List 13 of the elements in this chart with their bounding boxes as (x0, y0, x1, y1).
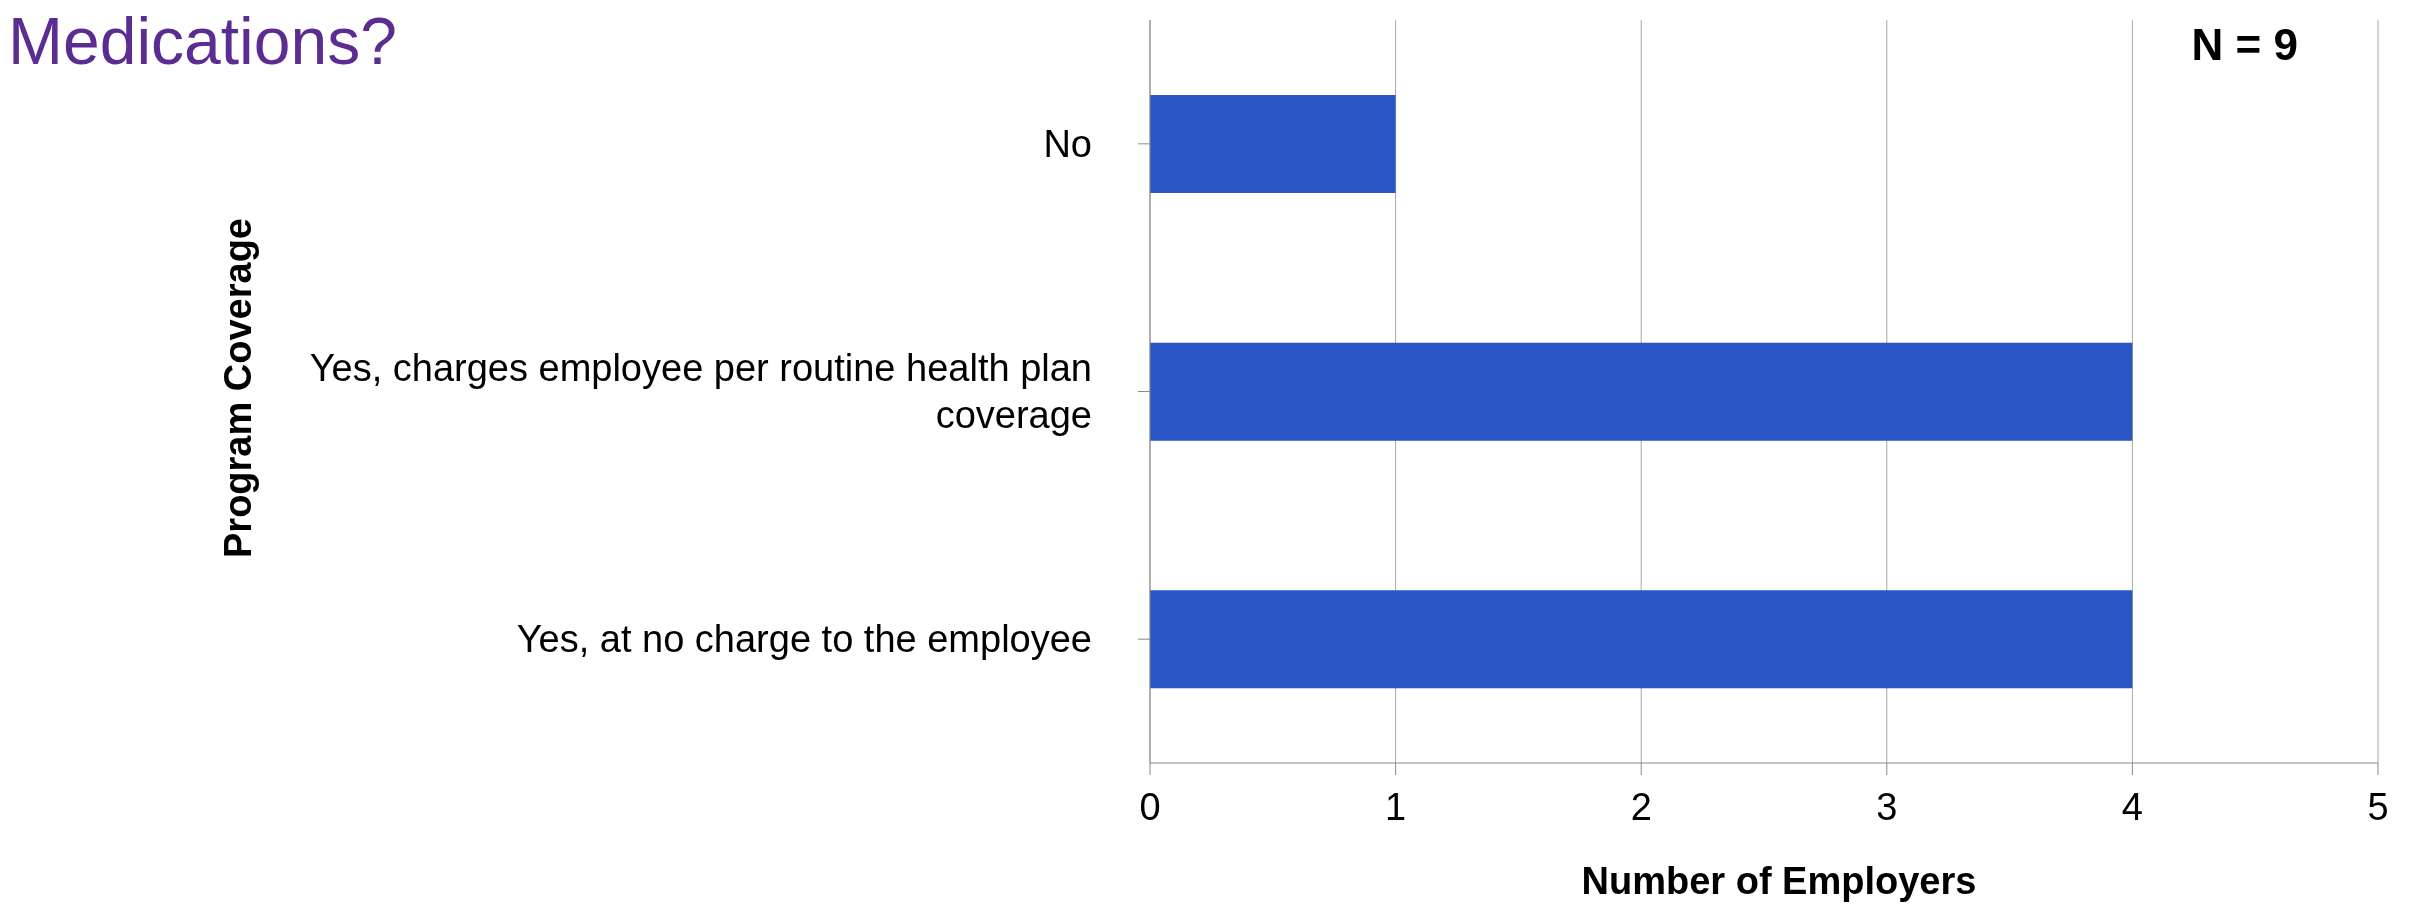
x-tick-label: 2 (1630, 785, 1652, 828)
x-axis-title: Number of Employers (1580, 860, 1978, 903)
x-tick-label: 3 (1876, 785, 1898, 828)
x-tick-label: 0 (1139, 785, 1161, 828)
y-tick-label: No (1043, 122, 1092, 165)
y-tick-label: Yes, at no charge to the employee (516, 618, 1092, 661)
x-tick-label: 5 (2367, 785, 2389, 828)
y-axis-title: Program Coverage (216, 217, 260, 559)
annotation: N = 9 (2191, 20, 2298, 70)
x-tick-label: 1 (1385, 785, 1407, 828)
text: Medications? (8, 4, 397, 78)
x-tick-label: 4 (2121, 785, 2143, 828)
y-tick-label: Yes, charges employee per routine health plan coverage (309, 346, 1092, 437)
